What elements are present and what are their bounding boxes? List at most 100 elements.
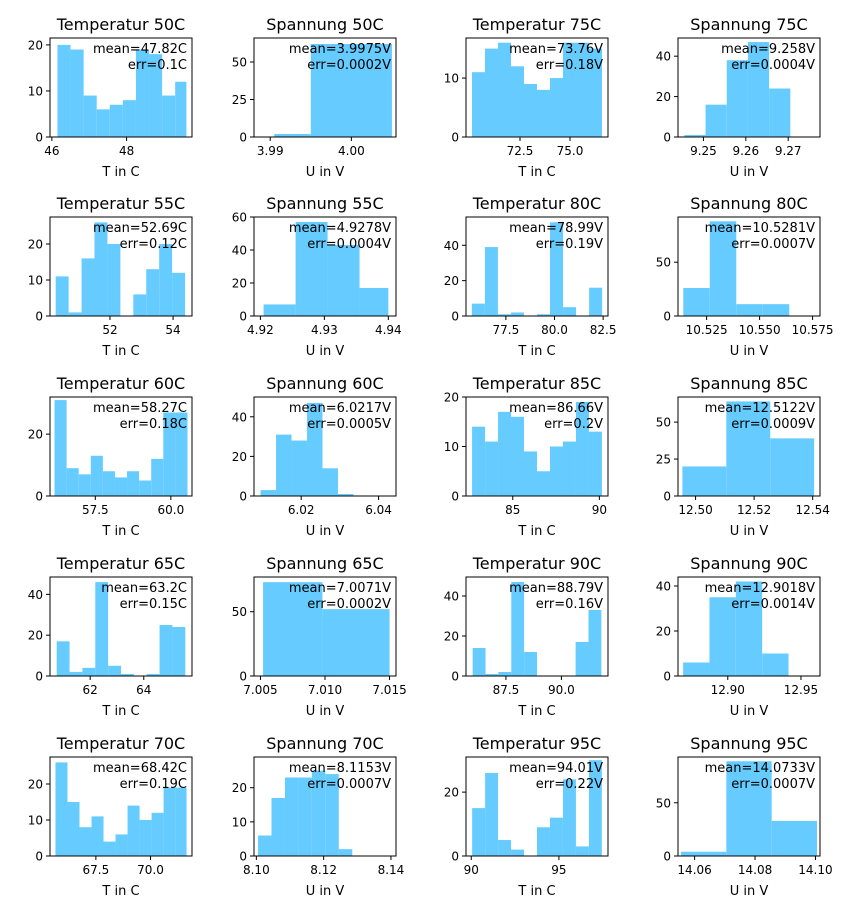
histogram-bar: [70, 49, 84, 138]
y-tick-label: 40: [656, 580, 671, 594]
x-tick-label: 7.015: [372, 683, 406, 697]
x-tick-label: 95: [551, 863, 566, 877]
mean-annotation: mean=94.01V: [509, 761, 603, 776]
subplot-title: Spannung 60C: [266, 374, 383, 393]
x-axis-label: T in C: [101, 344, 139, 359]
histogram-bar: [327, 245, 360, 316]
subplot-18: 8.10 8.12 8.14 0 10 20 Spannung 70C U in V mean=…: [232, 734, 405, 899]
histogram-bar: [298, 777, 312, 856]
histogram-bar: [55, 276, 69, 316]
histogram-bar: [709, 597, 736, 676]
x-tick-label: 90.0: [548, 683, 575, 697]
axes-frame: [465, 37, 609, 138]
subplot-title: Spannung 90C: [690, 554, 807, 573]
x-tick-label: 80.0: [541, 323, 568, 337]
y-tick-label: 20: [444, 786, 459, 800]
y-tick-label: 0: [239, 310, 247, 324]
histogram-bar: [537, 827, 550, 856]
histogram-bar: [471, 303, 485, 317]
y-tick-label: 0: [239, 850, 247, 864]
x-tick-label: 8.12: [310, 863, 337, 877]
y-tick-label: 50: [656, 256, 671, 270]
y-tick-label: 0: [35, 850, 43, 864]
y-tick-label: 0: [239, 670, 247, 684]
histogram-bar: [575, 846, 589, 856]
x-axis-label: T in C: [517, 165, 555, 180]
axes-frame: [49, 216, 193, 317]
subplot-17: 67.5 70.0 0 10 20 Temperatur 70C T in C mean=68…: [28, 734, 193, 899]
err-annotation: err=0.0004V: [731, 58, 815, 73]
x-axis-label: U in V: [306, 704, 345, 719]
subplot-19: 90 95 0 20 Temperatur 95C T in C mean=94.01Ver…: [444, 734, 609, 899]
histogram-bar: [57, 44, 71, 137]
x-tick-label: 12.95: [784, 683, 818, 697]
err-annotation: err=0.22V: [536, 777, 603, 792]
err-annotation: err=0.0002V: [307, 58, 391, 73]
histogram-bar: [310, 44, 392, 137]
x-axis-label: U in V: [306, 524, 345, 539]
histogram-bar: [770, 438, 815, 496]
y-tick-label: 0: [663, 131, 671, 145]
histogram-bar: [163, 412, 176, 496]
axes-frame: [465, 576, 609, 677]
y-tick-label: 50: [232, 605, 247, 619]
axes-frame: [49, 396, 193, 497]
subplot-10: 6.02 6.04 0 20 40 Spannung 60C U in V mean=6.02…: [232, 374, 397, 539]
histogram-bar: [498, 411, 512, 496]
histogram-bar: [69, 671, 83, 676]
histogram-bar: [307, 402, 323, 496]
x-axis-label: U in V: [730, 704, 769, 719]
histogram-bar: [511, 66, 524, 137]
histogram-bar: [151, 812, 164, 856]
axes-frame: [253, 396, 397, 497]
err-annotation: err=0.19V: [536, 237, 603, 252]
y-tick-label: 0: [663, 310, 671, 324]
x-tick-label: 8.10: [243, 863, 270, 877]
histogram-bar: [498, 672, 512, 676]
axes-frame: [49, 756, 193, 857]
y-tick-label: 20: [28, 428, 43, 442]
mean-annotation: mean=9.258V: [721, 42, 815, 57]
histogram-bar: [149, 54, 163, 138]
histogram-bar: [769, 88, 791, 137]
subplot-title: Temperatur 70C: [56, 734, 185, 753]
subplot-7: 77.5 80.0 82.5 0 20 40 Temperatur 80C T in C mea…: [444, 194, 617, 359]
y-tick-label: 0: [451, 670, 459, 684]
subplot-3: 72.5 75.0 0 10 Temperatur 75C T in C mean=73.7…: [444, 15, 609, 180]
subplot-2: 3.99 4.00 0 25 50 Spannung 50C U in V mean=3.99…: [232, 15, 397, 180]
histogram-bar: [95, 582, 109, 676]
axes-frame: [677, 37, 821, 138]
axes-frame: [465, 756, 609, 857]
y-tick-label: 20: [656, 625, 671, 639]
y-tick-label: 20: [28, 38, 43, 52]
histogram-bar: [135, 49, 150, 138]
x-axis-label: U in V: [306, 165, 345, 180]
x-tick-label: 46: [44, 144, 59, 158]
axes-frame: [253, 37, 397, 138]
err-annotation: err=0.0005V: [307, 417, 391, 432]
histogram-bar: [524, 451, 537, 496]
mean-annotation: mean=8.1153V: [289, 761, 391, 776]
histogram-bar: [175, 412, 188, 496]
histogram-bar: [159, 624, 173, 676]
mean-annotation: mean=10.5281V: [705, 221, 816, 236]
mean-annotation: mean=14.0733V: [705, 761, 816, 776]
y-tick-label: 10: [28, 274, 43, 288]
x-tick-label: 60.0: [157, 503, 184, 517]
y-tick-label: 50: [656, 416, 671, 430]
err-annotation: err=0.18C: [120, 417, 187, 432]
histogram-bar: [563, 42, 576, 137]
subplot-8: 10.525 10.550 10.575 0 50 Spannung 80C U in V m…: [656, 194, 834, 359]
histogram-bar: [102, 471, 115, 496]
y-tick-label: 40: [444, 590, 459, 604]
axes-frame: [677, 216, 821, 317]
histogram-bar: [681, 851, 727, 856]
y-tick-label: 10: [232, 815, 247, 829]
err-annotation: err=0.18V: [536, 58, 603, 73]
mean-annotation: mean=52.69C: [93, 221, 187, 236]
err-annotation: err=0.0002V: [307, 597, 391, 612]
histogram-bar: [472, 808, 486, 856]
histogram-bar: [83, 95, 97, 137]
x-axis-label: U in V: [730, 165, 769, 180]
histogram-bar: [146, 673, 160, 676]
